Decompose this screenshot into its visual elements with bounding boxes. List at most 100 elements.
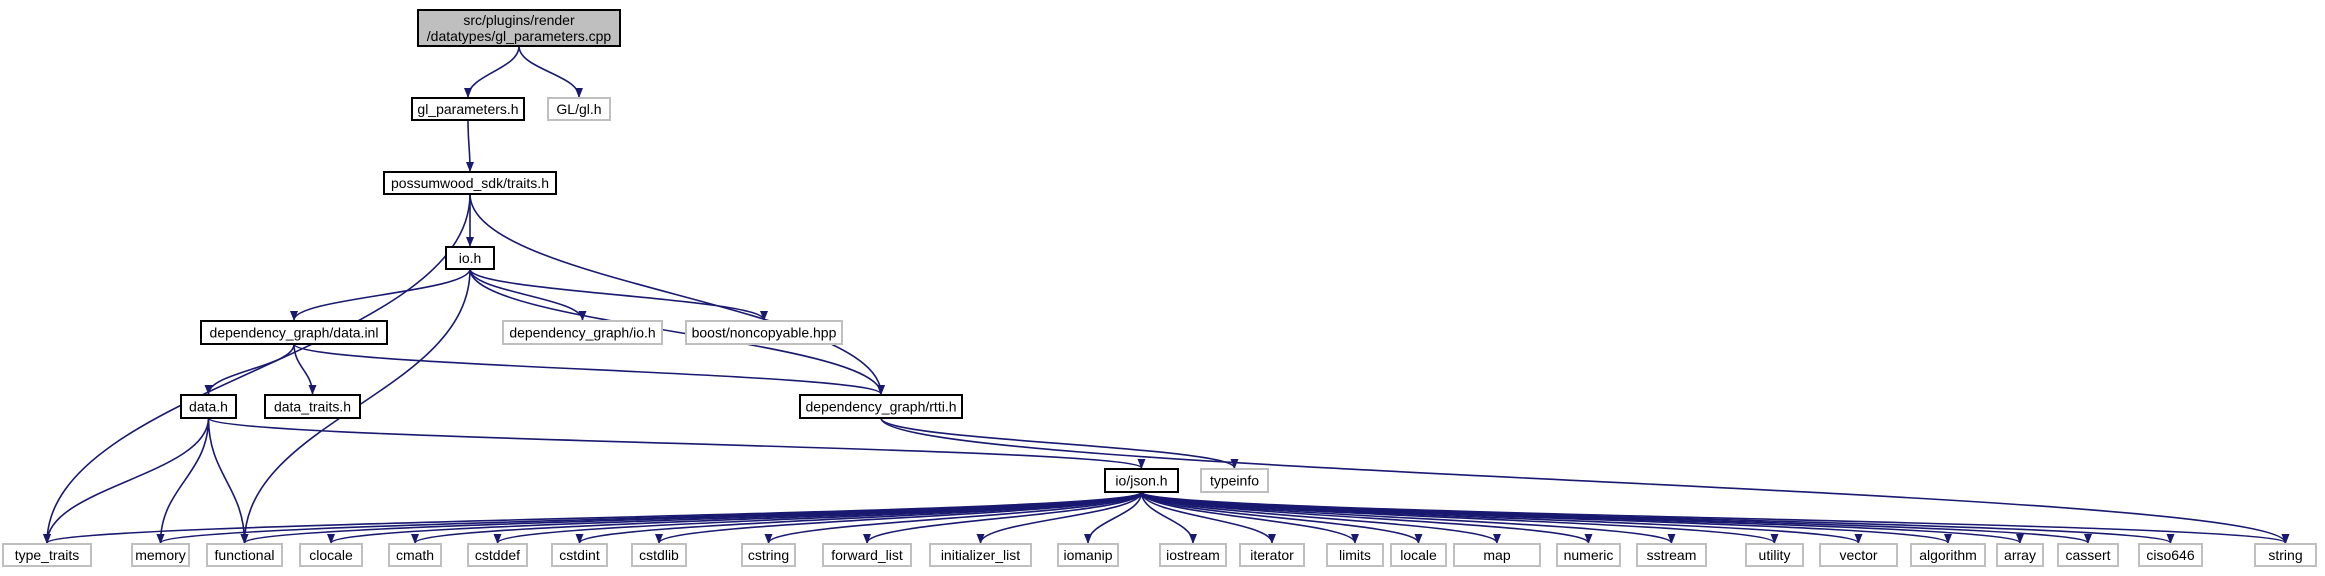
node-box	[1057, 543, 1119, 567]
node-box	[799, 394, 963, 419]
node-label: src/plugins/render	[463, 12, 575, 28]
node-cstring: cstring	[741, 543, 796, 567]
node-iterator: iterator	[1239, 543, 1305, 567]
node-label: array	[2004, 547, 2036, 563]
edge	[465, 119, 474, 172]
edge	[290, 268, 471, 321]
node-rtti[interactable]: dependency_graph/rtti.h	[799, 394, 963, 419]
edge	[156, 417, 210, 544]
node-label: cassert	[2065, 547, 2110, 563]
node-vector: vector	[1819, 543, 1898, 567]
node-label: locale	[1400, 547, 1437, 563]
node-datainl[interactable]: dependency_graph/data.inl	[200, 320, 388, 345]
node-dgio: dependency_graph/io.h	[502, 320, 663, 345]
edge	[863, 491, 1143, 544]
edge	[655, 491, 1143, 544]
node-label: io.h	[459, 250, 482, 266]
edge-root-to-glparams	[464, 45, 520, 98]
node-box	[1326, 543, 1384, 567]
node-clocale: clocale	[299, 543, 363, 567]
edge-json-to-limits	[1140, 491, 1359, 544]
node-box	[299, 543, 363, 567]
node-box	[547, 97, 611, 121]
edge-rtti-to-typeinfo	[880, 417, 1239, 469]
node-memory: memory	[131, 543, 190, 567]
edge-json-to-iterator	[1140, 491, 1276, 544]
node-box	[631, 543, 687, 567]
edge-json-to-string	[1140, 491, 2290, 544]
node-datah[interactable]: data.h	[180, 394, 237, 419]
node-numeric: numeric	[1556, 543, 1621, 567]
edge-datah-to-functional	[207, 417, 249, 544]
node-datatraits[interactable]: data_traits.h	[264, 394, 361, 419]
node-box	[929, 543, 1032, 567]
edge-json-to-sstream	[1140, 491, 1676, 544]
node-label: io/json.h	[1115, 473, 1167, 489]
edge-json-to-forward-list	[863, 491, 1143, 544]
edge-datainl-to-datah	[204, 343, 295, 395]
edge-json-to-locale	[1140, 491, 1423, 544]
node-box	[822, 543, 912, 567]
edge	[207, 417, 1146, 469]
node-label: forward_list	[831, 547, 903, 563]
edge	[880, 417, 2290, 544]
node-type-traits: type_traits	[2, 543, 92, 567]
node-box	[417, 9, 621, 47]
edge-json-to-iomanip	[1084, 491, 1143, 544]
node-label: limits	[1339, 547, 1371, 563]
edge-rtti-to-string	[880, 417, 2290, 544]
node-label: cstring	[748, 547, 789, 563]
node-box	[2057, 543, 2119, 567]
node-cstdlib: cstdlib	[631, 543, 687, 567]
node-label: data_traits.h	[274, 399, 351, 415]
node-label: clocale	[309, 547, 353, 563]
node-label: gl_parameters.h	[417, 101, 518, 117]
node-box	[1636, 543, 1707, 567]
node-box	[502, 320, 663, 345]
node-cstdint: cstdint	[551, 543, 608, 567]
node-label: map	[1483, 547, 1510, 563]
node-label: /datatypes/gl_parameters.cpp	[427, 28, 612, 44]
node-box	[2254, 543, 2317, 567]
node-label: string	[2268, 547, 2302, 563]
edges-layer	[43, 45, 2290, 544]
node-label: cstddef	[475, 547, 520, 563]
node-label: initializer_list	[941, 547, 1020, 563]
node-root[interactable]: src/plugins/render/datatypes/gl_paramete…	[417, 9, 621, 47]
node-box	[1556, 543, 1621, 567]
node-cstddef: cstddef	[467, 543, 528, 567]
node-box	[1200, 468, 1269, 493]
node-box	[551, 543, 608, 567]
node-ioh[interactable]: io.h	[445, 246, 495, 270]
node-label: iterator	[1250, 547, 1294, 563]
node-utility: utility	[1745, 543, 1804, 567]
node-label: memory	[135, 547, 186, 563]
edge	[469, 268, 587, 321]
edge	[204, 343, 295, 395]
node-traits[interactable]: possumwood_sdk/traits.h	[383, 171, 557, 195]
edge-datainl-to-datatraits	[293, 343, 317, 395]
node-box	[388, 543, 442, 567]
node-box	[206, 543, 283, 567]
edge-json-to-iostream	[1140, 491, 1197, 544]
node-json[interactable]: io/json.h	[1104, 468, 1179, 493]
edge-datah-to-type-traits	[43, 417, 210, 544]
node-label: cstdint	[559, 547, 600, 563]
node-box	[467, 543, 528, 567]
node-glgl: GL/gl.h	[547, 97, 611, 121]
node-label: dependency_graph/data.inl	[210, 325, 379, 341]
node-label: sstream	[1647, 547, 1697, 563]
edge	[1140, 491, 1197, 544]
node-cmath: cmath	[388, 543, 442, 567]
node-box	[200, 320, 388, 345]
edge	[464, 45, 520, 98]
node-glparams[interactable]: gl_parameters.h	[411, 97, 525, 121]
node-label: vector	[1839, 547, 1877, 563]
node-box	[383, 171, 557, 195]
edge	[207, 417, 249, 544]
node-box	[1745, 543, 1804, 567]
edge	[1140, 491, 1676, 544]
node-box	[445, 246, 495, 270]
node-label: typeinfo	[1210, 473, 1259, 489]
